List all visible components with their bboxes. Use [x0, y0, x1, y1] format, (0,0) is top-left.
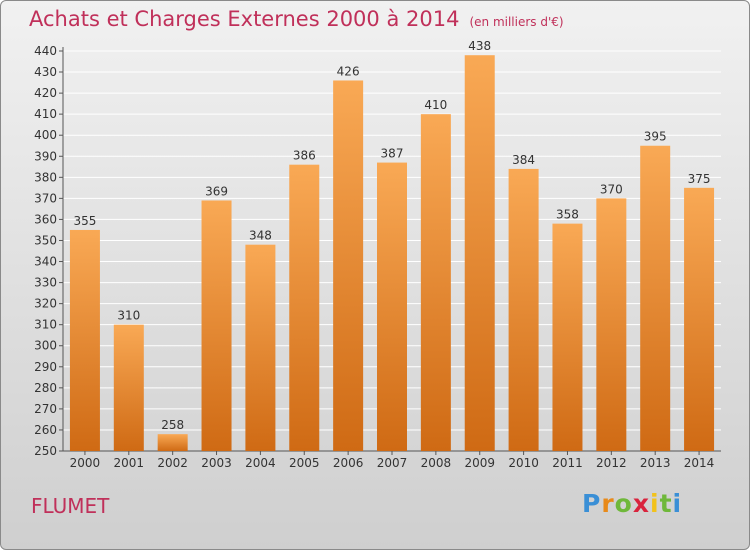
bar [377, 162, 407, 451]
data-label: 386 [293, 149, 316, 163]
x-tick-label: 2003 [201, 456, 232, 470]
bars [69, 55, 715, 452]
y-tick-label: 260 [34, 423, 57, 437]
chart-subtitle: (en milliers d'€) [469, 15, 564, 29]
bar [640, 145, 671, 451]
bar [508, 168, 539, 452]
data-label: 258 [161, 418, 184, 432]
y-tick-label: 320 [34, 297, 57, 311]
data-label: 369 [205, 184, 228, 198]
bar [333, 80, 364, 451]
y-tick-label: 370 [34, 191, 57, 205]
y-tick-label: 440 [34, 44, 57, 58]
data-label: 310 [117, 309, 140, 323]
data-label: 348 [249, 229, 272, 243]
commune-name: FLUMET [31, 494, 110, 518]
x-tick-label: 2009 [464, 456, 495, 470]
logo-letter: x [632, 489, 650, 518]
x-tick-label: 2004 [245, 456, 276, 470]
bar [289, 164, 320, 451]
title-text: Achats et Charges Externes 2000 à 2014 [29, 7, 460, 31]
proxiti-logo: Proxiti [582, 489, 682, 518]
y-tick-label: 420 [34, 86, 57, 100]
bar [157, 434, 188, 451]
x-tick-label: 2001 [114, 456, 145, 470]
x-tick-label: 2006 [333, 456, 364, 470]
x-tick-label: 2014 [684, 456, 715, 470]
y-tick-label: 430 [34, 65, 57, 79]
logo-letter: i [672, 489, 683, 518]
x-tick-label: 2005 [289, 456, 320, 470]
logo-letter: i [650, 489, 660, 518]
y-tick-label: 380 [34, 170, 57, 184]
bar [245, 244, 276, 451]
bar [201, 200, 232, 451]
data-label: 387 [381, 147, 404, 161]
logo-letter: r [601, 489, 615, 518]
x-tick-label: 2007 [377, 456, 408, 470]
bar [684, 187, 715, 451]
bar [552, 223, 583, 451]
bar [420, 114, 451, 451]
x-tick-label: 2010 [508, 456, 539, 470]
data-label: 358 [556, 208, 579, 222]
data-label: 355 [73, 214, 96, 228]
y-tick-label: 350 [34, 233, 57, 247]
x-tick-label: 2013 [640, 456, 671, 470]
data-label: 426 [337, 64, 360, 78]
data-label: 438 [468, 39, 491, 53]
x-tick-label: 2000 [70, 456, 101, 470]
logo-letter: o [614, 489, 633, 518]
bar [464, 55, 495, 452]
y-tick-label: 290 [34, 360, 57, 374]
bar [113, 324, 144, 451]
logo-letter: t [659, 489, 673, 518]
x-tick-label: 2012 [596, 456, 627, 470]
data-label: 370 [600, 182, 623, 196]
bar [69, 229, 100, 451]
data-label: 395 [644, 130, 667, 144]
y-tick-label: 360 [34, 212, 57, 226]
chart-title: Achats et Charges Externes 2000 à 2014 (e… [29, 7, 564, 31]
y-tick-label: 340 [34, 255, 57, 269]
logo-letter: P [582, 489, 602, 518]
bar [596, 198, 627, 451]
y-tick-label: 390 [34, 149, 57, 163]
y-tick-label: 280 [34, 381, 57, 395]
x-tick-label: 2002 [157, 456, 188, 470]
data-label: 384 [512, 153, 535, 167]
labels: 250 260 270 280 290 300 310 320 330 340 350 360 370 3… [34, 39, 714, 470]
y-tick-label: 310 [34, 318, 57, 332]
y-tick-label: 270 [34, 402, 57, 416]
y-tick-label: 330 [34, 276, 57, 290]
y-tick-label: 400 [34, 128, 57, 142]
x-tick-label: 2008 [421, 456, 452, 470]
y-tick-label: 300 [34, 339, 57, 353]
data-label: 410 [424, 98, 447, 112]
y-tick-label: 410 [34, 107, 57, 121]
x-tick-label: 2011 [552, 456, 583, 470]
y-tick-label: 250 [34, 444, 57, 458]
data-label: 375 [688, 172, 711, 186]
